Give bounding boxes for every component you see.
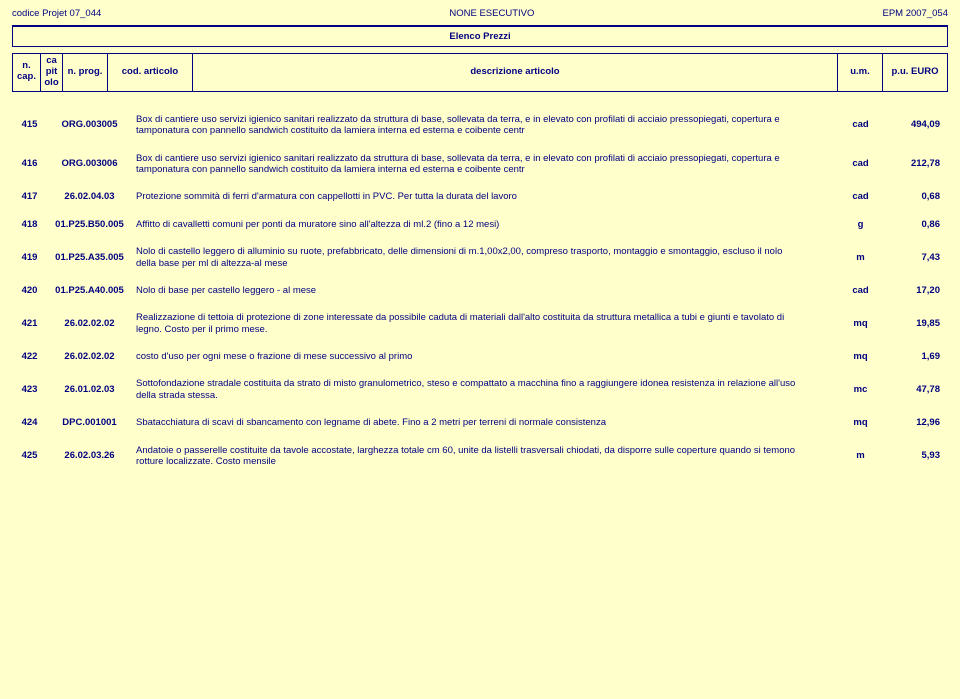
- cell-pu: 1,69: [883, 343, 948, 370]
- table-row: 415ORG.003005Box di cantiere uso servizi…: [12, 106, 948, 145]
- table-row: 416ORG.003006Box di cantiere uso servizi…: [12, 145, 948, 184]
- cell-um: mq: [838, 343, 883, 370]
- cell-articolo: 01.P25.A40.005: [47, 277, 132, 304]
- cell-prog: 420: [12, 277, 47, 304]
- cell-um: cad: [838, 145, 883, 184]
- cell-descrizione: Realizzazione di tettoia di protezione d…: [132, 304, 838, 343]
- cell-um: mq: [838, 409, 883, 436]
- cell-prog: 419: [12, 238, 47, 277]
- cell-descrizione: Sbatacchiatura di scavi di sbancamento c…: [132, 409, 838, 436]
- cell-pu: 212,78: [883, 145, 948, 184]
- cell-um: m: [838, 437, 883, 476]
- cell-articolo: 26.02.03.26: [47, 437, 132, 476]
- cell-prog: 424: [12, 409, 47, 436]
- cell-um: m: [838, 238, 883, 277]
- table-row: 41801.P25.B50.005Affitto di cavalletti c…: [12, 211, 948, 238]
- table-row: 424DPC.001001Sbatacchiatura di scavi di …: [12, 409, 948, 436]
- header-right: EPM 2007_054: [882, 8, 948, 19]
- cell-descrizione: Protezione sommità di ferri d'armatura c…: [132, 183, 838, 210]
- cell-articolo: 26.02.02.02: [47, 304, 132, 343]
- cell-um: cad: [838, 183, 883, 210]
- col-descrizione: descrizione articolo: [193, 54, 838, 92]
- cell-um: cad: [838, 106, 883, 145]
- cell-um: g: [838, 211, 883, 238]
- cell-um: cad: [838, 277, 883, 304]
- cell-pu: 19,85: [883, 304, 948, 343]
- cell-pu: 0,68: [883, 183, 948, 210]
- table-row: 42326.01.02.03Sottofondazione stradale c…: [12, 370, 948, 409]
- cell-descrizione: Affitto di cavalletti comuni per ponti d…: [132, 211, 838, 238]
- cell-descrizione: Box di cantiere uso servizi igienico san…: [132, 106, 838, 145]
- cell-prog: 425: [12, 437, 47, 476]
- cell-pu: 494,09: [883, 106, 948, 145]
- page-header: codice Projet 07_044 NONE ESECUTIVO EPM …: [12, 8, 948, 19]
- cell-prog: 415: [12, 106, 47, 145]
- cell-descrizione: Andatoie o passerelle costituite da tavo…: [132, 437, 838, 476]
- cell-pu: 0,86: [883, 211, 948, 238]
- col-um: u.m.: [838, 54, 883, 92]
- cell-pu: 7,43: [883, 238, 948, 277]
- cell-pu: 47,78: [883, 370, 948, 409]
- header-left: codice Projet 07_044: [12, 8, 101, 19]
- column-headers: n. cap. ca pit olo n. prog. cod. articol…: [12, 53, 948, 92]
- cell-descrizione: costo d'uso per ogni mese o frazione di …: [132, 343, 838, 370]
- cell-pu: 5,93: [883, 437, 948, 476]
- cell-um: mq: [838, 304, 883, 343]
- cell-descrizione: Sottofondazione stradale costituita da s…: [132, 370, 838, 409]
- cell-pu: 12,96: [883, 409, 948, 436]
- cell-pu: 17,20: [883, 277, 948, 304]
- cell-prog: 418: [12, 211, 47, 238]
- col-prog: n. prog.: [63, 54, 108, 92]
- col-cap: n. cap.: [13, 54, 41, 92]
- table-row: 42526.02.03.26Andatoie o passerelle cost…: [12, 437, 948, 476]
- cell-descrizione: Box di cantiere uso servizi igienico san…: [132, 145, 838, 184]
- cell-articolo: 26.02.04.03: [47, 183, 132, 210]
- cell-prog: 421: [12, 304, 47, 343]
- cell-um: mc: [838, 370, 883, 409]
- cell-articolo: 01.P25.A35.005: [47, 238, 132, 277]
- cell-articolo: DPC.001001: [47, 409, 132, 436]
- cell-articolo: ORG.003006: [47, 145, 132, 184]
- col-pitolo: ca pit olo: [41, 54, 63, 92]
- header-center: NONE ESECUTIVO: [449, 8, 534, 19]
- cell-prog: 423: [12, 370, 47, 409]
- cell-prog: 417: [12, 183, 47, 210]
- cell-descrizione: Nolo di castello leggero di alluminio su…: [132, 238, 838, 277]
- cell-prog: 416: [12, 145, 47, 184]
- col-pu: p.u. EURO: [883, 54, 948, 92]
- table-row: 42226.02.02.02costo d'uso per ogni mese …: [12, 343, 948, 370]
- cell-prog: 422: [12, 343, 47, 370]
- cell-articolo: 01.P25.B50.005: [47, 211, 132, 238]
- table-row: 42126.02.02.02Realizzazione di tettoia d…: [12, 304, 948, 343]
- col-articolo: cod. articolo: [108, 54, 193, 92]
- table-row: 42001.P25.A40.005Nolo di base per castel…: [12, 277, 948, 304]
- cell-articolo: 26.01.02.03: [47, 370, 132, 409]
- document-title: Elenco Prezzi: [12, 25, 948, 47]
- cell-descrizione: Nolo di base per castello leggero - al m…: [132, 277, 838, 304]
- table-row: 41726.02.04.03Protezione sommità di ferr…: [12, 183, 948, 210]
- table-row: 41901.P25.A35.005Nolo di castello legger…: [12, 238, 948, 277]
- cell-articolo: ORG.003005: [47, 106, 132, 145]
- price-table: 415ORG.003005Box di cantiere uso servizi…: [12, 106, 948, 476]
- cell-articolo: 26.02.02.02: [47, 343, 132, 370]
